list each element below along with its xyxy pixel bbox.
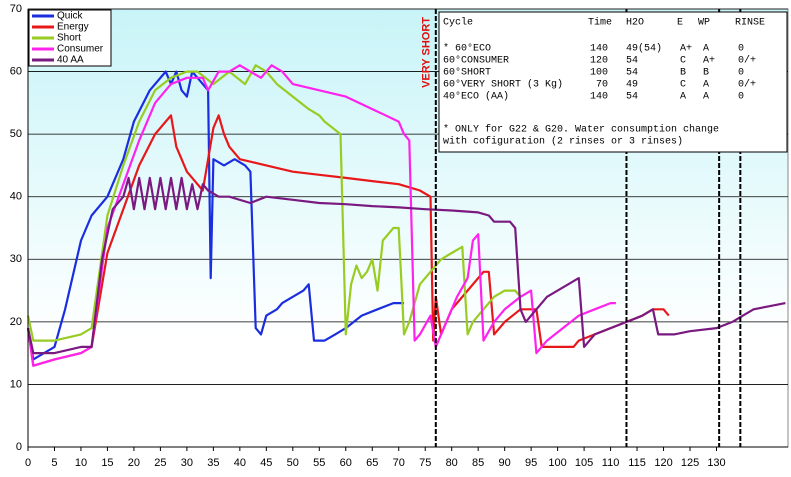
table-cell: 0/+ — [738, 79, 756, 91]
table-header: Cycle — [443, 17, 473, 29]
table-cell: 54 — [626, 92, 638, 103]
x-tick-label: 50 — [287, 457, 299, 469]
table-note: with cofiguration (2 rinses or 3 rinses) — [443, 136, 683, 148]
annotation-label: VERY SHORT — [421, 17, 433, 88]
x-tick-label: 75 — [419, 457, 431, 469]
y-tick-label: 10 — [10, 378, 22, 390]
series-line — [26, 176, 786, 355]
x-tick-label: 130 — [707, 457, 725, 469]
table-cell: * 60°ECO — [443, 43, 491, 55]
x-tick-label: 20 — [128, 457, 140, 469]
table-cell: 0 — [738, 68, 744, 79]
table-note: * ONLY for G22 & G20. Water consumption … — [443, 124, 719, 136]
y-tick-label: 0 — [16, 441, 22, 453]
x-tick-label: 120 — [654, 457, 672, 469]
series-line — [26, 64, 616, 367]
y-tick-label: 70 — [10, 3, 22, 15]
series-line — [26, 64, 522, 342]
x-tick-label: 45 — [260, 457, 272, 469]
legend-label: Consumer — [57, 44, 104, 55]
table-cell: 54 — [626, 68, 638, 79]
series-line — [26, 70, 404, 361]
x-tick-label: 110 — [602, 457, 620, 469]
series-line — [26, 114, 670, 367]
table-cell: A — [703, 92, 709, 103]
table-cell: 49(54) — [626, 43, 662, 55]
table-header: Time — [588, 17, 612, 29]
x-tick-label: 35 — [207, 457, 219, 469]
legend-label: Short — [57, 33, 81, 44]
x-tick-label: 55 — [313, 457, 325, 469]
x-tick-label: 80 — [446, 457, 458, 469]
y-tick-label: 20 — [10, 316, 22, 328]
y-tick-label: 40 — [10, 191, 22, 203]
table-cell: 140 — [590, 92, 608, 103]
y-tick-label: 50 — [10, 128, 22, 140]
table-cell: 0/+ — [738, 55, 756, 67]
table-cell: 54 — [626, 56, 638, 67]
table-cell: C — [680, 80, 686, 91]
table-cell: B — [703, 68, 709, 79]
x-tick-label: 5 — [51, 457, 57, 469]
table-cell: 60°CONSUMER — [443, 55, 509, 67]
table-cell: 120 — [590, 56, 608, 67]
x-tick-label: 65 — [366, 457, 378, 469]
info-box — [438, 11, 788, 153]
x-tick-label: 40 — [234, 457, 246, 469]
table-cell: 140 — [590, 44, 608, 55]
x-tick-label: 25 — [154, 457, 166, 469]
x-tick-label: 115 — [628, 457, 646, 469]
x-tick-label: 15 — [101, 457, 113, 469]
x-tick-label: 95 — [525, 457, 537, 469]
x-tick-label: 100 — [548, 457, 566, 469]
x-tick-label: 90 — [499, 457, 511, 469]
legend-label: Quick — [57, 11, 84, 22]
x-tick-label: 70 — [393, 457, 405, 469]
table-header: RINSE — [735, 18, 765, 29]
table-cell: 0 — [738, 44, 744, 55]
x-tick-label: 30 — [181, 457, 193, 469]
table-cell: A — [680, 92, 686, 103]
table-cell: B — [680, 68, 686, 79]
legend-label: Energy — [57, 22, 89, 33]
table-cell: 0 — [738, 92, 744, 103]
table-cell: 60°VERY SHORT (3 Kg) — [443, 79, 563, 91]
table-cell: C — [680, 56, 686, 67]
x-tick-label: 85 — [472, 457, 484, 469]
table-header: H2O — [626, 18, 644, 29]
table-cell: 100 — [590, 68, 608, 79]
table-cell: A+ — [703, 56, 715, 67]
legend-label: 40 AA — [57, 55, 84, 66]
table-cell: 60°SHORT — [443, 67, 491, 79]
table-header: E — [677, 18, 683, 29]
table-cell: A — [703, 80, 709, 91]
table-cell: 49 — [626, 80, 638, 91]
table-cell: 40°ECO (AA) — [443, 91, 509, 103]
table-cell: A — [703, 44, 709, 55]
x-tick-label: 0 — [25, 457, 31, 469]
table-cell: A+ — [680, 44, 692, 55]
x-tick-label: 10 — [75, 457, 87, 469]
y-tick-label: 30 — [10, 253, 22, 265]
x-tick-label: 60 — [340, 457, 352, 469]
y-tick-label: 60 — [10, 65, 22, 77]
x-tick-label: 105 — [575, 457, 593, 469]
table-cell: 70 — [596, 80, 608, 91]
x-tick-label: 125 — [681, 457, 699, 469]
table-header: WP — [698, 18, 710, 29]
